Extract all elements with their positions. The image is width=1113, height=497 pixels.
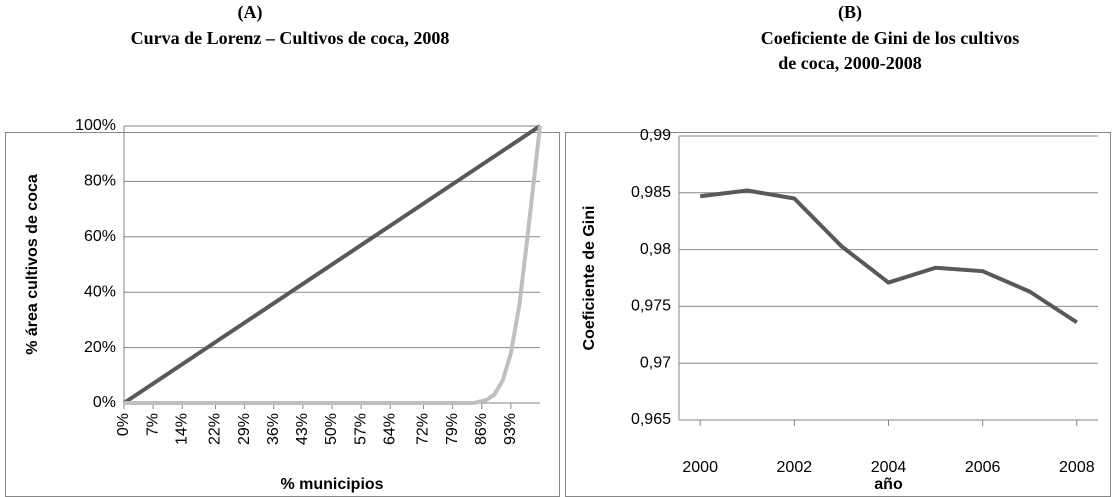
- chart-title: Curva de Lorenz – Cultivos de coca, 2008: [131, 28, 450, 48]
- y-tick-label: 0,99: [640, 127, 671, 144]
- y-axis-title: % área cultivos de coca: [24, 174, 41, 355]
- chart-title: Coeficiente de Gini de los cultivos: [761, 28, 1019, 48]
- x-tick-label: 72%: [415, 413, 432, 445]
- y-tick-label: 60%: [84, 228, 116, 245]
- x-tick-label: 43%: [294, 413, 311, 445]
- x-tick-label: 2008: [1059, 459, 1095, 476]
- data-line: [122, 124, 542, 405]
- data-line: [124, 125, 542, 405]
- x-tick-label: 2004: [871, 459, 907, 476]
- y-tick-label: 0,975: [631, 298, 671, 315]
- panel-label: (A): [238, 2, 263, 23]
- x-tick-label: 36%: [265, 413, 282, 445]
- x-tick-label: 64%: [381, 413, 398, 445]
- x-axis-title: % municipios: [280, 476, 383, 493]
- x-tick-label: 79%: [444, 413, 461, 445]
- x-tick-label: 7%: [144, 413, 161, 436]
- y-tick-label: 0,98: [640, 241, 671, 258]
- y-tick-label: 0,985: [631, 184, 671, 201]
- x-tick-label: 29%: [236, 413, 253, 445]
- y-tick-label: 100%: [75, 117, 116, 134]
- x-tick-label: 2006: [965, 459, 1001, 476]
- data-line: [699, 188, 1078, 324]
- y-tick-label: 0,965: [631, 411, 671, 428]
- y-tick-label: 0,97: [640, 354, 671, 371]
- x-tick-label: 22%: [207, 413, 224, 445]
- panel-label: (B): [838, 2, 862, 23]
- x-tick-label: 2002: [777, 459, 813, 476]
- y-tick-label: 20%: [84, 339, 116, 356]
- y-tick-label: 80%: [84, 173, 116, 190]
- x-tick-label: 93%: [502, 413, 519, 445]
- x-tick-label: 57%: [352, 413, 369, 445]
- chart-title: de coca, 2000-2008: [778, 53, 921, 73]
- x-tick-label: 0%: [115, 413, 132, 436]
- y-tick-label: 40%: [84, 283, 116, 300]
- y-axis-title: Coeficiente de Gini: [581, 206, 598, 351]
- x-tick-label: 2000: [682, 459, 718, 476]
- x-tick-label: 86%: [473, 413, 490, 445]
- y-tick-label: 0%: [93, 394, 116, 411]
- x-tick-label: 50%: [323, 413, 340, 445]
- x-axis-title: año: [874, 476, 903, 493]
- x-tick-label: 14%: [173, 413, 190, 445]
